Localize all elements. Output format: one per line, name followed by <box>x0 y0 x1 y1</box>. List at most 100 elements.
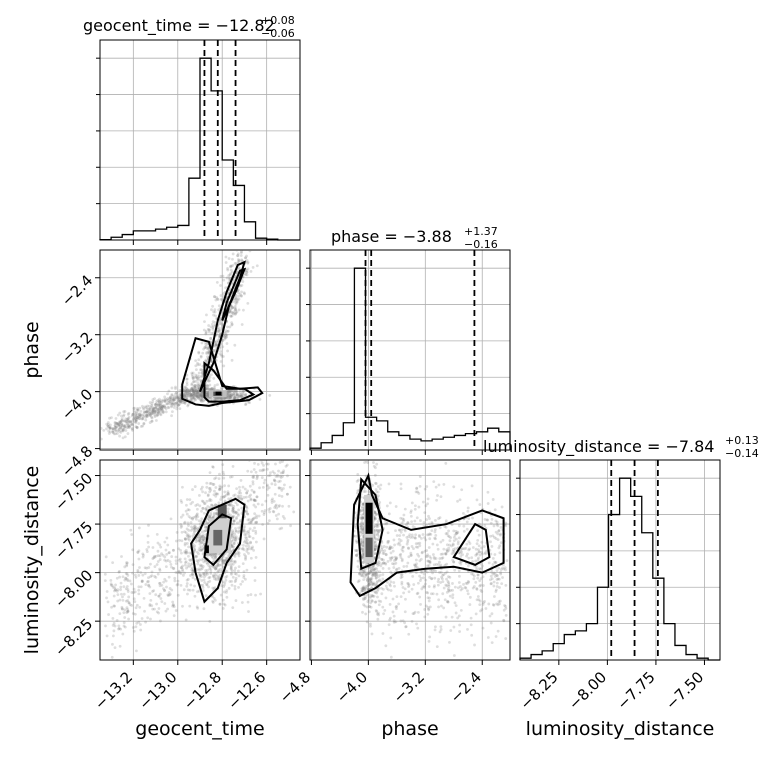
ld-vs-phase-sample-point <box>496 574 499 578</box>
ld-vs-geocent-time-sample-point <box>237 491 241 495</box>
ld-vs-geocent-time-sample-point <box>223 499 227 503</box>
phase-vs-geocent-time-sample-point <box>172 399 176 402</box>
phase-vs-geocent-time-sample-point <box>189 398 193 401</box>
phase-vs-geocent-time-sample-point <box>175 407 179 411</box>
ld-vs-phase-sample-point <box>451 596 455 600</box>
ld-vs-phase-sample-point <box>367 583 371 587</box>
ld-vs-phase-sample-point <box>486 502 490 505</box>
phase-vs-geocent-time-sample-point <box>115 422 119 426</box>
ld-vs-phase-sample-point <box>361 587 365 590</box>
ld-vs-geocent-time-sample-point <box>215 564 219 568</box>
ld-vs-phase-sample-point <box>471 573 475 576</box>
ld-vs-phase-sample-point <box>390 571 394 575</box>
ld-vs-phase-sample-point <box>455 532 458 535</box>
ld-vs-geocent-time-sample-point <box>214 553 218 556</box>
ld-vs-phase-sample-point <box>410 545 414 548</box>
ld-vs-phase-sample-point <box>371 565 375 569</box>
ld-vs-phase-sample-point <box>417 505 421 509</box>
phase-vs-geocent-time-sample-point <box>147 404 151 408</box>
ld-vs-geocent-time-sample-point <box>252 474 255 478</box>
phase-vs-geocent-time-sample-point <box>199 378 203 382</box>
ld-vs-geocent-time-sample-point <box>249 547 253 551</box>
ld-vs-geocent-time-sample-point <box>259 592 262 596</box>
ld-vs-geocent-time-sample-point <box>184 618 188 622</box>
ld-vs-phase-sample-point <box>447 575 450 579</box>
ld-vs-geocent-time-sample-point <box>213 598 217 602</box>
phase-vs-geocent-time-sample-point <box>196 386 200 390</box>
phase-vs-geocent-time-sample-point <box>210 387 214 391</box>
phase-vs-geocent-time-sample-point <box>195 391 199 395</box>
phase-vs-geocent-time-sample-point <box>239 294 243 298</box>
ld-vs-geocent-time-sample-point <box>146 540 150 544</box>
phase-vs-geocent-time-sample-point <box>235 300 239 304</box>
phase-vs-geocent-time-sample-point <box>127 425 131 429</box>
ld-vs-geocent-time-sample-point <box>113 604 116 608</box>
ld-vs-geocent-time-sample-point <box>160 552 163 556</box>
ld-vs-geocent-time-sample-point <box>272 499 276 503</box>
ld-vs-geocent-time-sample-point <box>187 515 191 518</box>
ld-vs-phase-sample-point <box>356 489 360 493</box>
phase-vs-geocent-time-sample-point <box>228 309 232 313</box>
ld-vs-geocent-time-sample-point <box>200 517 204 521</box>
ld-vs-geocent-time-sample-point <box>212 587 216 590</box>
ld-vs-phase-sample-point <box>479 588 483 592</box>
phase-vs-geocent-time-sample-point <box>206 384 210 388</box>
phase-vs-geocent-time-sample-point <box>224 336 228 339</box>
ld-vs-phase-sample-point <box>378 528 382 532</box>
ld-vs-geocent-time-sample-point <box>118 644 122 648</box>
phase-vs-geocent-time-sample-point <box>235 393 239 397</box>
phase-vs-geocent-time-sample-point <box>168 396 172 400</box>
ld-vs-geocent-time-sample-point <box>154 593 158 597</box>
phase-vs-geocent-time-sample-point <box>160 405 164 409</box>
phase-vs-geocent-time-sample-point <box>170 405 173 409</box>
phase-vs-geocent-time-sample-point <box>205 346 209 350</box>
phase-vs-geocent-time-sample-point <box>228 273 232 277</box>
ld-vs-phase-sample-point <box>367 490 371 494</box>
ld-vs-geocent-time-sample-point <box>198 540 202 543</box>
phase-vs-geocent-time-sample-point <box>241 391 244 394</box>
ld-vs-geocent-time-sample-point <box>240 497 244 501</box>
ld-vs-geocent-time-sample-point <box>234 529 238 533</box>
phase-vs-geocent-time-sample-point <box>119 426 123 430</box>
ld-vs-geocent-time-sample-point <box>211 573 215 577</box>
ld-vs-geocent-time-sample-point <box>116 588 120 592</box>
ld-vs-geocent-time-sample-point <box>187 545 190 549</box>
ld-vs-phase-sample-point <box>402 533 405 537</box>
phase-vs-geocent-time-sample-point <box>148 413 152 417</box>
ld-vs-phase-sample-point <box>363 570 367 573</box>
ld-vs-phase-sample-point <box>374 609 378 612</box>
phase-vs-geocent-time-sample-point <box>207 328 211 332</box>
phase-vs-geocent-time-sample-point <box>113 421 117 425</box>
ld-vs-phase-sample-point <box>370 594 374 598</box>
ld-vs-geocent-time-sample-point <box>214 503 218 507</box>
phase-vs-geocent-time-sample-point <box>214 396 218 400</box>
ld-vs-phase-sample-point <box>459 585 462 588</box>
ld-vs-geocent-time-sample-point <box>153 607 156 611</box>
ld-vs-geocent-time-sample-point <box>253 521 257 524</box>
ld-vs-geocent-time-sample-point <box>137 574 141 577</box>
ld-vs-geocent-time-sample-point <box>234 576 238 580</box>
phase-vs-geocent-time-sample-point <box>215 296 219 299</box>
ld-vs-geocent-time-sample-point <box>146 534 150 538</box>
ld-vs-geocent-time-sample-point <box>165 585 168 589</box>
phase-vs-geocent-time-sample-point <box>154 406 158 410</box>
ld-vs-geocent-time-sample-point <box>196 606 200 610</box>
ld-vs-geocent-time-sample-point <box>280 488 284 492</box>
ld-vs-phase-sample-point <box>375 545 378 549</box>
ld-vs-geocent-time-sample-point <box>210 553 214 557</box>
phase-vs-geocent-time-sample-point <box>240 394 244 398</box>
ld-vs-phase-sample-point <box>418 579 422 582</box>
ld-vs-phase-sample-point <box>496 524 500 528</box>
ld-vs-phase-sample-point <box>445 550 449 554</box>
ld-vs-geocent-time-sample-point <box>247 545 251 548</box>
ld-vs-phase-sample-point <box>367 581 371 585</box>
phase-vs-geocent-time-sample-point <box>195 389 199 393</box>
ld-vs-phase-sample-point <box>462 529 466 533</box>
phase-vs-geocent-time-sample-point <box>179 399 183 403</box>
ld-vs-geocent-time-sample-point <box>246 593 250 597</box>
ld-vs-geocent-time-sample-point <box>172 603 175 607</box>
ld-vs-phase-sample-point <box>423 615 427 619</box>
phase-vs-geocent-time-sample-point <box>183 394 186 398</box>
ld-vs-geocent-time-sample-point <box>193 527 197 531</box>
phase-vs-geocent-time-sample-point <box>236 254 240 258</box>
